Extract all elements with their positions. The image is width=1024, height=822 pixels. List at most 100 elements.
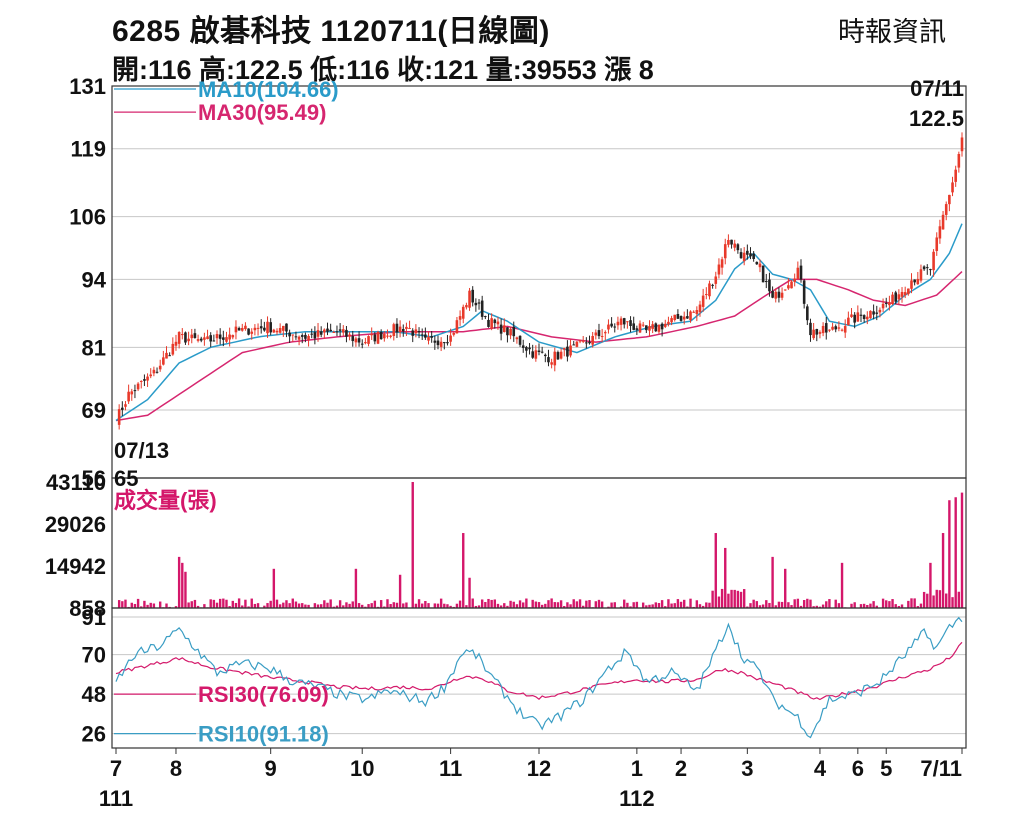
volume-bar [307,604,310,608]
candle-body [203,337,206,340]
candle-body [433,340,437,343]
candle-body [780,292,784,298]
volume-bar [815,605,818,608]
volume-bar [506,605,509,608]
volume-bar [165,603,168,608]
candle-body [231,335,235,338]
volume-bar [465,605,468,608]
candle-body [951,182,954,193]
volume-bar [146,604,149,608]
volume-bar [657,603,661,608]
candle-body [266,321,269,334]
candle-body [591,336,594,345]
candle-body [746,250,749,255]
candle-body [250,331,254,334]
candle-body [436,340,440,346]
candle-body [812,329,815,339]
candle-body [326,328,329,332]
volume-bar [799,605,803,608]
volume-bar [588,600,591,608]
candle-body [824,323,828,333]
volume-bar [774,605,777,608]
volume-bar [133,603,137,608]
x-tick-label: 12 [527,756,551,781]
x-tick-label: 5 [880,756,892,781]
volume-bar [177,556,181,608]
volume-bar [670,603,673,608]
candle-body [787,285,790,289]
candle-body [701,295,705,307]
candle-body [263,327,266,331]
candle-body [910,280,913,289]
volume-bar [720,588,724,608]
candle-body [603,332,607,334]
volume-bar [607,606,610,608]
volume-bar [619,606,623,608]
candle-body [891,294,894,305]
candle-body [439,341,443,347]
candle-body [458,316,462,320]
volume-bar [256,603,260,608]
volume-bar [389,604,392,608]
volume-bar [563,606,566,608]
candle-body [272,329,276,333]
rsi-tick-label: 91 [82,605,106,630]
volume-bar [881,598,885,608]
candle-body [619,318,623,325]
volume-bar [544,603,547,608]
candle-body [793,278,796,282]
candle-body [518,335,522,345]
volume-bar [531,599,534,608]
candle-body [316,330,320,337]
candle-body [168,355,171,357]
candle-body [446,342,449,344]
candle-body [705,294,708,296]
candle-body [815,329,819,335]
volume-bar [730,589,733,608]
volume-bar [818,606,822,608]
volume-bar [490,599,493,608]
volume-bar [932,595,935,608]
candle-body [553,351,557,366]
candle-body [162,357,165,365]
candle-body [461,306,465,319]
candle-body [319,331,323,335]
legend-label-rsi10: RSI10(91.18) [198,722,329,747]
candle-body [480,300,484,317]
x-tick-label: 3 [741,756,753,781]
candle-body [417,331,421,333]
volume-bar [143,600,146,608]
candle-body [828,329,831,331]
candle-body [635,328,639,330]
candle-body [512,326,516,337]
candle-body [960,137,964,152]
candle-body [360,343,364,345]
candle-body [424,334,427,338]
candle-body [872,311,875,315]
candle-body [206,336,209,340]
candle-body [373,334,377,342]
volume-bar [597,599,601,608]
candle-body [796,267,800,280]
candle-body [278,328,282,333]
candle-body [777,291,781,298]
candle-body [884,302,888,304]
panel-frame [111,477,967,609]
volume-bar [840,562,844,608]
candle-body [550,362,553,365]
candle-body [174,341,178,346]
candle-body [679,316,683,321]
volume-bar [332,606,336,608]
candle-body [730,239,733,245]
candle-body [916,278,920,285]
candle-body [291,334,295,336]
volume-bar [765,600,768,608]
candle-body [218,334,222,339]
volume-bar [187,602,190,608]
candle-body [859,314,863,316]
candle-body [600,336,604,338]
candle-body [455,320,459,334]
candle-body [304,334,307,339]
volume-bar [739,591,743,608]
